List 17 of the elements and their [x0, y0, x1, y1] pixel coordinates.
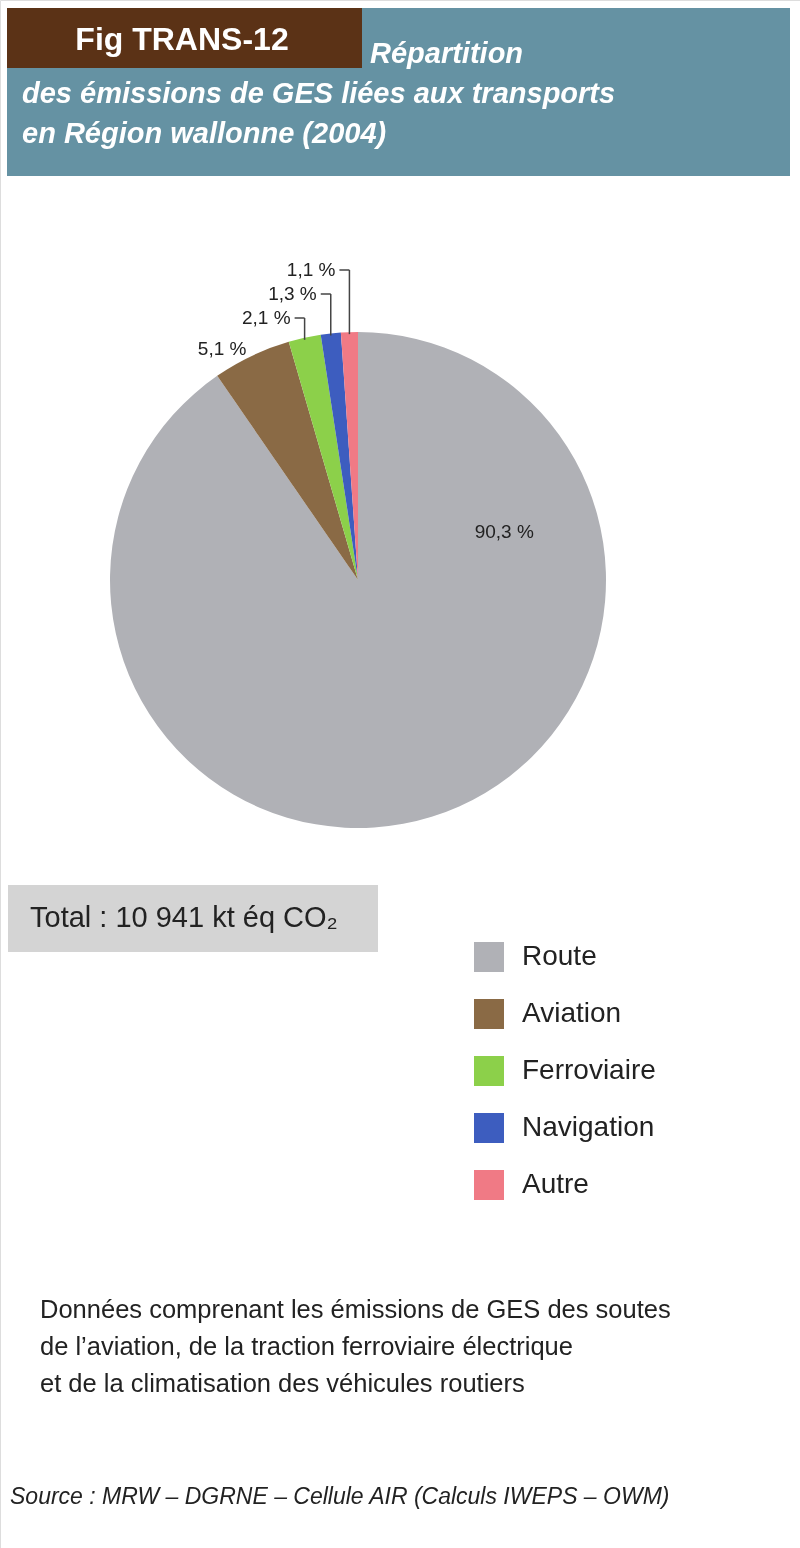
legend-label: Autre — [522, 1168, 589, 1199]
data-label: 2,1 % — [242, 307, 291, 328]
text: Données comprenant les émissions de GES des soutes de l’aviation, de la traction ferroviaire électrique et de la climatisation des véhicules routiers — [40, 1295, 671, 1397]
data-label: 1,3 % — [268, 283, 317, 304]
legend-label: Route — [522, 940, 597, 971]
pie-slice — [110, 332, 606, 828]
legend-label: Ferroviaire — [522, 1054, 656, 1085]
text: Total : 10 941 kt éq CO₂ — [30, 901, 338, 933]
data-label: 5,1 % — [197, 338, 247, 360]
pie-slice — [288, 334, 358, 580]
chart-title: Fig TRANS-12 — [75, 21, 289, 57]
legend-label: Aviation — [522, 997, 622, 1028]
pie-slice — [320, 332, 358, 580]
source-note: Source : MRW – DGRNE – Cellule AIR (Calculs IWEPS – OWM) — [10, 1483, 670, 1509]
data-label: 90,3 % — [474, 521, 534, 543]
data-label: 1,1 % — [286, 259, 336, 280]
legend-label: Navigation — [522, 1111, 655, 1142]
